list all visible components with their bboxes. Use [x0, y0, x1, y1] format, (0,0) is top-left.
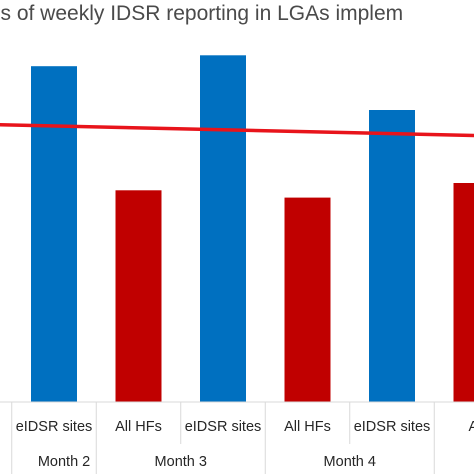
- bar-month-4-all-hfs: [284, 197, 331, 402]
- bars-layer: [31, 55, 474, 403]
- bar-month-4-eidsr-sites: [369, 110, 415, 402]
- x-tick-label: eIDSR sites: [16, 419, 93, 435]
- x-tick-label: eIDSR sites: [354, 419, 431, 435]
- bar-month-2-eidsr-sites: [31, 66, 77, 402]
- bar-month-3-eidsr-sites: [200, 55, 246, 403]
- x-group-label: Month 3: [155, 454, 207, 470]
- x-group-label: Month 2: [38, 454, 90, 470]
- reference-line-layer: [0, 122, 474, 138]
- x-tick-label: All: [468, 419, 474, 435]
- x-tick-label: All HFs: [115, 419, 162, 435]
- chart-title: ss of weekly IDSR reporting in LGAs impl…: [0, 2, 403, 25]
- bar-month-3-all-hfs: [115, 190, 162, 402]
- reference-line: [0, 122, 474, 138]
- bar-all: [453, 183, 474, 402]
- x-axis: eIDSR sites All HFs eIDSR sites All HFs eIDS…: [0, 401, 474, 474]
- x-tick-label: eIDSR sites: [185, 419, 262, 435]
- x-tick-label: All HFs: [284, 419, 331, 435]
- x-group-label: Month 4: [324, 454, 376, 470]
